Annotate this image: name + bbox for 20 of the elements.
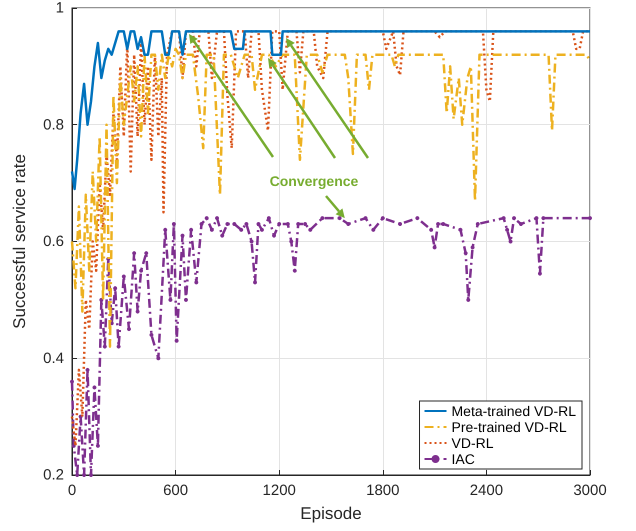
x-tick-label: 600	[163, 482, 188, 499]
legend-label: Meta-trained VD-RL	[452, 403, 576, 419]
y-tick-label: 0.6	[43, 233, 64, 250]
legend-label: IAC	[452, 451, 475, 467]
legend-label: Pre-trained VD-RL	[452, 419, 567, 435]
x-tick-label: 3000	[573, 482, 607, 499]
x-tick-label: 1800	[366, 482, 400, 499]
y-tick-label: 0.4	[43, 350, 64, 367]
line-series	[70, 30, 592, 190]
y-axis-title: Successful service rate	[10, 154, 29, 329]
x-tick-label: 1200	[262, 482, 296, 499]
x-axis-title: Episode	[300, 504, 362, 523]
y-tick-label: 1	[56, 0, 64, 16]
y-tick-label: 0.8	[43, 116, 64, 134]
x-tick-label: 2400	[470, 482, 504, 499]
annotation: Convergence	[270, 173, 359, 189]
y-tick-label: 0.2	[43, 466, 64, 484]
legend-label: VD-RL	[452, 435, 494, 451]
line-series	[70, 48, 592, 348]
x-tick-label: 0	[68, 482, 76, 499]
